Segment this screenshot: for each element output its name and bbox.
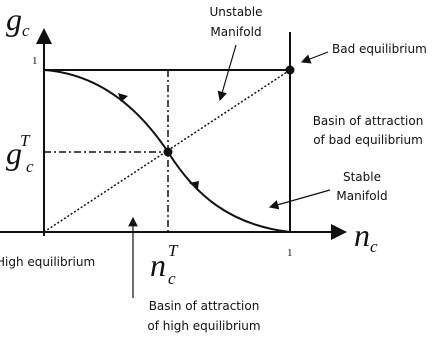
annotation: Basin of attraction <box>313 114 424 128</box>
bad-equilibrium-point <box>285 65 295 75</box>
annotation: Manifold <box>210 25 261 39</box>
annotation: Manifold <box>336 189 387 203</box>
x-axis-label: nc <box>354 217 378 256</box>
y-tick: 1 <box>32 55 38 67</box>
annotation: of high equilibrium <box>147 319 260 333</box>
flow-arrow <box>118 93 128 102</box>
annotation: of bad equilibrium <box>313 133 423 147</box>
x-tick: 1 <box>287 247 293 259</box>
annotation: Basin of attraction <box>149 299 260 313</box>
unstable-manifold <box>43 69 291 233</box>
pointer <box>268 189 331 210</box>
annotation: High equilibrium <box>0 255 95 269</box>
annotation: Unstable <box>209 5 262 19</box>
threshold-point <box>163 147 173 157</box>
pointer <box>217 44 237 102</box>
pointer <box>300 51 329 64</box>
g-threshold-label: gT c <box>6 131 34 176</box>
annotation: Bad equilibrium <box>332 42 427 56</box>
y-axis-label: gc <box>6 1 30 40</box>
flow-arrow <box>189 181 199 189</box>
annotation: Stable <box>343 170 381 184</box>
